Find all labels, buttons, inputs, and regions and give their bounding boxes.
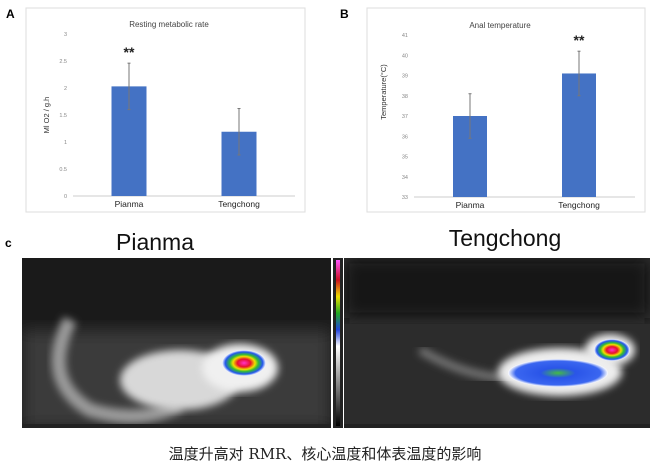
- y-tick-label: 33: [402, 195, 408, 201]
- y-tick-label: 34: [402, 175, 408, 181]
- panel-c: c Pianma Tengchong: [5, 225, 650, 428]
- y-tick-label: 1.5: [59, 113, 67, 119]
- y-tick-label: 37: [402, 114, 408, 120]
- x-tick-label: Tengchong: [558, 200, 600, 210]
- y-tick-label: 41: [402, 33, 408, 39]
- y-tick-label: 35: [402, 155, 408, 161]
- thermal-right-title: Tengchong: [449, 225, 562, 251]
- y-tick-label: 39: [402, 74, 408, 80]
- significance-marker: **: [574, 32, 585, 48]
- x-tick-label: Tengchong: [218, 199, 260, 209]
- y-tick-label: 3: [64, 32, 67, 38]
- panel-b-title: Anal temperature: [469, 21, 531, 30]
- y-tick-label: 1: [64, 140, 67, 146]
- y-tick-label: 0.5: [59, 167, 67, 173]
- panel-a-label: A: [6, 7, 15, 21]
- y-tick-label: 2.5: [59, 59, 67, 65]
- panel-b-ylabel: Temperature(°C): [379, 64, 388, 120]
- x-tick-label: Pianma: [456, 200, 485, 210]
- thermal-image-pianma: [22, 258, 331, 428]
- panel-a-ylabel: Ml O2 / g.h: [42, 97, 51, 134]
- temperature-colorbar: [336, 260, 340, 426]
- y-tick-label: 2: [64, 86, 67, 92]
- panel-c-label: c: [5, 236, 12, 250]
- y-tick-label: 36: [402, 134, 408, 140]
- y-tick-label: 0: [64, 194, 67, 200]
- panel-a: A Resting metabolic rate Ml O2 / g.h 0 0.…: [6, 7, 306, 213]
- panel-a-frame: [25, 7, 306, 213]
- significance-marker: **: [124, 44, 135, 60]
- figure-caption: 温度升高对 RMR、核心温度和体表温度的影响: [168, 445, 482, 463]
- x-tick-label: Pianma: [115, 199, 144, 209]
- panel-a-title: Resting metabolic rate: [129, 20, 209, 29]
- thermal-left-title: Pianma: [116, 229, 194, 255]
- thermal-image-tengchong: [344, 258, 650, 428]
- panel-b: B Anal temperature Temperature(°C) 33 34 3…: [340, 7, 646, 213]
- y-tick-label: 38: [402, 94, 408, 100]
- panel-b-label: B: [340, 7, 349, 21]
- y-tick-label: 40: [402, 53, 408, 59]
- panel-b-frame: [366, 7, 646, 213]
